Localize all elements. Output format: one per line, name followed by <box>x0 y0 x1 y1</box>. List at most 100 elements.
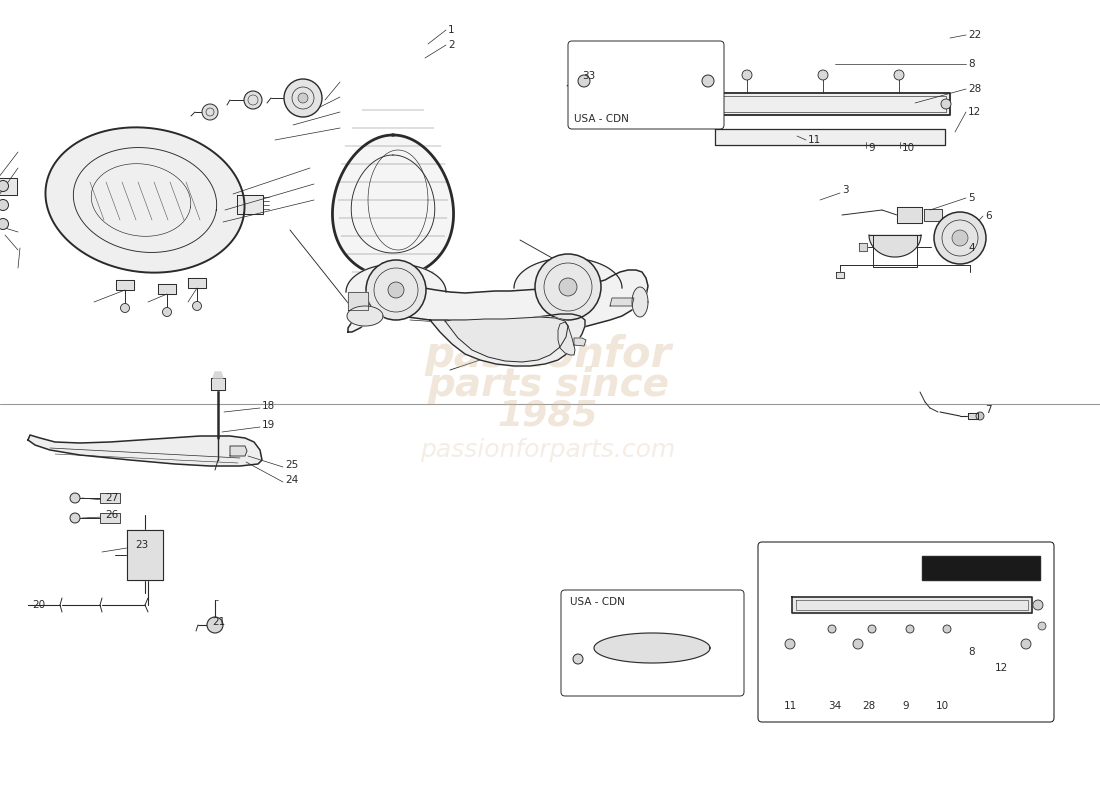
Polygon shape <box>859 243 867 251</box>
Text: 11: 11 <box>784 701 798 711</box>
Polygon shape <box>922 556 1040 580</box>
Text: 8: 8 <box>968 647 975 657</box>
Text: 4: 4 <box>968 243 975 253</box>
Polygon shape <box>792 597 1032 613</box>
Polygon shape <box>446 317 568 362</box>
Polygon shape <box>158 284 176 294</box>
Polygon shape <box>514 258 622 288</box>
Circle shape <box>192 302 201 310</box>
Polygon shape <box>869 235 921 257</box>
Text: 19: 19 <box>262 420 275 430</box>
Polygon shape <box>0 178 16 195</box>
Polygon shape <box>332 135 453 277</box>
Bar <box>100 513 120 523</box>
Circle shape <box>852 639 864 649</box>
Circle shape <box>121 303 130 313</box>
Polygon shape <box>715 129 945 145</box>
Circle shape <box>868 625 876 633</box>
Polygon shape <box>836 272 844 278</box>
Text: 21: 21 <box>212 617 226 627</box>
Circle shape <box>366 260 426 320</box>
Circle shape <box>1038 622 1046 630</box>
Polygon shape <box>236 195 263 214</box>
Text: 24: 24 <box>285 475 298 485</box>
Circle shape <box>906 625 914 633</box>
Polygon shape <box>632 287 648 317</box>
Circle shape <box>0 218 9 230</box>
Text: parts since: parts since <box>427 366 669 404</box>
Circle shape <box>742 70 752 80</box>
Polygon shape <box>188 278 206 288</box>
Circle shape <box>573 654 583 664</box>
FancyBboxPatch shape <box>561 590 744 696</box>
Text: 10: 10 <box>902 143 915 153</box>
Circle shape <box>298 93 308 103</box>
Circle shape <box>388 282 404 298</box>
Text: 22: 22 <box>968 30 981 40</box>
Polygon shape <box>896 207 922 223</box>
Polygon shape <box>45 127 244 273</box>
Circle shape <box>1021 639 1031 649</box>
Text: 12: 12 <box>968 107 981 117</box>
Text: 5: 5 <box>968 193 975 203</box>
Text: passionfor: passionfor <box>425 334 672 376</box>
Polygon shape <box>213 372 223 378</box>
Circle shape <box>202 104 218 120</box>
Text: 16M: 16M <box>926 557 949 567</box>
Text: 35: 35 <box>632 655 646 665</box>
Circle shape <box>578 75 590 87</box>
Polygon shape <box>924 209 942 221</box>
Text: 7: 7 <box>984 405 991 415</box>
Text: USA - CDN: USA - CDN <box>574 114 629 124</box>
Text: 23: 23 <box>135 540 149 550</box>
Polygon shape <box>116 280 134 290</box>
Circle shape <box>828 625 836 633</box>
Circle shape <box>934 212 986 264</box>
Circle shape <box>702 75 714 87</box>
Circle shape <box>70 513 80 523</box>
Polygon shape <box>681 87 695 119</box>
Text: 8: 8 <box>968 59 975 69</box>
Text: 9: 9 <box>868 143 875 153</box>
Circle shape <box>244 91 262 109</box>
Text: 18: 18 <box>262 401 275 411</box>
Text: 28: 28 <box>862 701 876 711</box>
FancyBboxPatch shape <box>568 41 724 129</box>
Polygon shape <box>348 292 369 310</box>
Polygon shape <box>430 314 585 366</box>
Circle shape <box>976 412 984 420</box>
Circle shape <box>207 617 223 633</box>
Polygon shape <box>574 338 586 346</box>
Polygon shape <box>695 93 950 115</box>
Polygon shape <box>28 435 262 466</box>
Polygon shape <box>126 530 163 580</box>
Text: 10: 10 <box>936 701 949 711</box>
Text: 11: 11 <box>808 135 822 145</box>
Circle shape <box>559 278 578 296</box>
Text: 25: 25 <box>285 460 298 470</box>
Text: 33: 33 <box>582 71 595 81</box>
Circle shape <box>0 181 9 191</box>
Circle shape <box>163 307 172 317</box>
Polygon shape <box>594 633 710 663</box>
Text: 6: 6 <box>984 211 991 221</box>
Circle shape <box>535 254 601 320</box>
Text: 27: 27 <box>104 493 119 503</box>
Polygon shape <box>211 378 226 390</box>
Text: USA - CDN: USA - CDN <box>570 597 625 607</box>
Polygon shape <box>230 446 248 456</box>
Circle shape <box>1033 600 1043 610</box>
Circle shape <box>785 639 795 649</box>
Polygon shape <box>348 263 648 332</box>
Circle shape <box>818 70 828 80</box>
Text: passionforparts.com: passionforparts.com <box>420 438 675 462</box>
Circle shape <box>70 493 80 503</box>
Circle shape <box>940 99 952 109</box>
Polygon shape <box>610 298 634 306</box>
Text: 26: 26 <box>104 510 119 520</box>
Polygon shape <box>558 322 575 355</box>
Text: 3: 3 <box>842 185 848 195</box>
FancyBboxPatch shape <box>758 542 1054 722</box>
Text: SPIDER: SPIDER <box>926 572 950 578</box>
Text: 20: 20 <box>32 600 45 610</box>
